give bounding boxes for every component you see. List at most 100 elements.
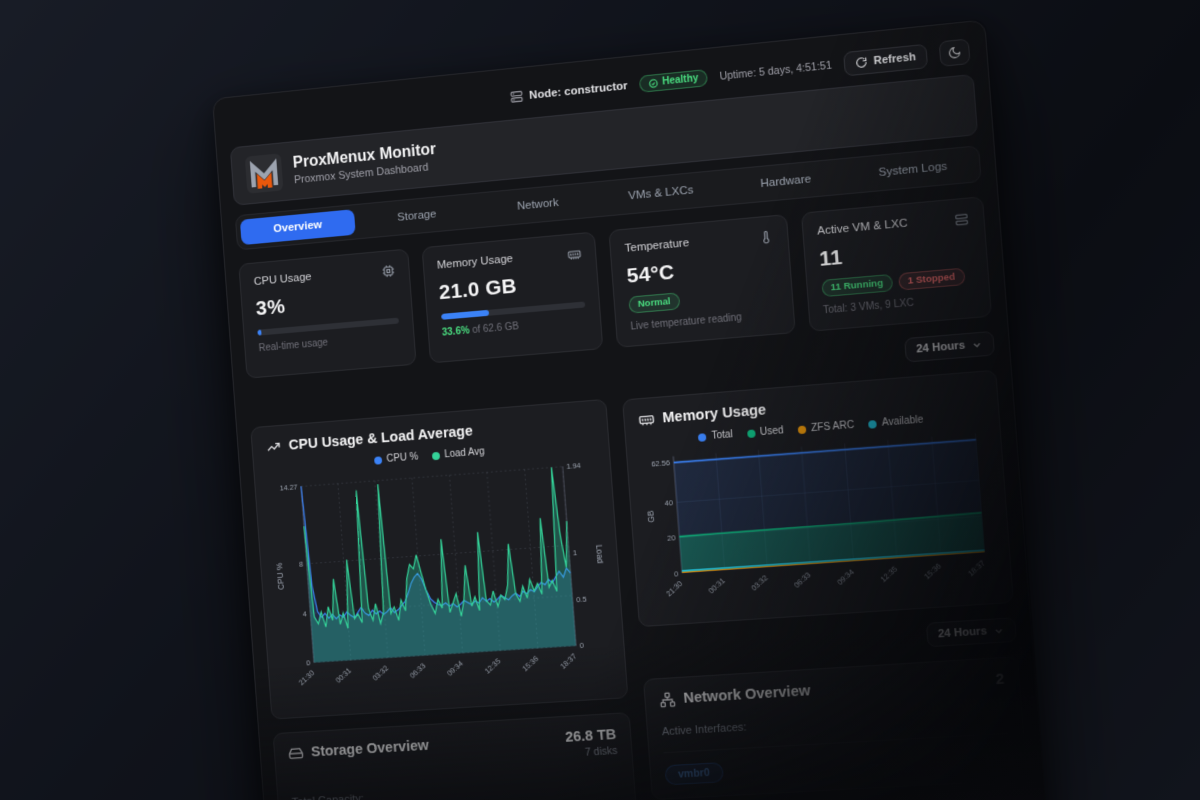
- cpu-load-chart: 0 4 8 14.27 0 0.5 1 1.94 21:30 00:31 03:32 06:33 09:…: [268, 453, 612, 705]
- tab-vms-lxcs[interactable]: VMs & LXCs: [600, 175, 722, 212]
- y-tick-label-right: 0: [579, 641, 584, 650]
- time-range-select-2[interactable]: 24 Hours: [926, 618, 1017, 648]
- y-tick-label: 14.27: [279, 482, 297, 492]
- theme-toggle-button[interactable]: [939, 38, 971, 66]
- right-column: 24 Hours Memory Usage Total Used ZFS ARC Av…: [619, 331, 1027, 800]
- memory-chart-title: Memory Usage: [662, 402, 767, 426]
- network-icon: [659, 692, 676, 709]
- x-tick-label: 09:34: [835, 567, 856, 587]
- cpu-progress-fill: [257, 329, 262, 335]
- tab-system-logs[interactable]: System Logs: [850, 151, 976, 189]
- cpu-caption: Real-time usage: [258, 331, 400, 354]
- x-tick-label: 21:30: [297, 668, 316, 687]
- network-active-count: 2: [995, 672, 1005, 689]
- x-tick-label: 12:35: [879, 564, 900, 584]
- x-tick-label: 18:37: [558, 652, 578, 671]
- x-tick-label: 00:31: [334, 666, 353, 685]
- memory-progress-fill: [441, 310, 490, 320]
- active-interfaces-label: Active Interfaces:: [662, 707, 1008, 739]
- x-tick-label: 15:36: [520, 654, 540, 673]
- x-tick-label: 03:32: [371, 664, 390, 683]
- y-tick-label: 20: [667, 534, 676, 544]
- cpu-load-chart-card: CPU Usage & Load Average CPU % Load Avg 0…: [250, 399, 628, 720]
- legend-item: Total: [698, 429, 733, 443]
- chevron-down-icon: [993, 625, 1005, 637]
- logo-m: [245, 153, 284, 193]
- vm-stopped-badge: 1 Stopped: [898, 268, 965, 291]
- memory-icon: [567, 247, 582, 262]
- memory-icon: [638, 411, 655, 428]
- x-tick-label: 12:35: [483, 657, 503, 676]
- moon-icon: [947, 45, 961, 60]
- y-axis-title-right: Load: [594, 544, 605, 564]
- node-label: Node: constructor: [529, 80, 628, 102]
- memory-card-title: Memory Usage: [437, 253, 514, 272]
- cpu-usage-card: CPU Usage 3% Real-time usage: [238, 249, 416, 379]
- y-tick-label: 8: [299, 560, 304, 569]
- tab-network[interactable]: Network: [478, 186, 598, 223]
- check-circle-icon: [648, 77, 659, 88]
- time-range-select[interactable]: 24 Hours: [904, 331, 995, 363]
- y-axis-title: CPU %: [275, 562, 287, 590]
- vm-card-title: Active VM & LXC: [817, 217, 908, 237]
- memory-chart: 0 20 40 62.56 21:30 00:31 03:32 06:33 09:34 12:35…: [641, 425, 997, 613]
- storage-title: Storage Overview: [311, 738, 430, 761]
- vm-count-value: 11: [818, 234, 971, 272]
- refresh-icon: [855, 55, 868, 68]
- y-tick-label: 0: [674, 569, 679, 578]
- memory-value: 21.0 GB: [438, 269, 584, 305]
- storage-overview-card: Storage Overview 26.8 TB 7 disks Total C…: [273, 712, 639, 800]
- interface-badge[interactable]: vmbr0: [664, 763, 723, 786]
- cpu-icon: [381, 264, 395, 279]
- active-vm-card: Active VM & LXC 11 11 Running 1 Stopped …: [800, 196, 992, 332]
- y-tick-label: 62.56: [651, 458, 670, 469]
- thermometer-icon: [758, 230, 773, 245]
- storage-rows: Total Capacity:Physical Disks:: [291, 779, 622, 800]
- memory-usage-card: Memory Usage 21.0 GB 33.6% of 62.6 GB: [421, 232, 603, 364]
- tab-storage[interactable]: Storage: [358, 198, 476, 234]
- legend-item: Load Avg: [431, 446, 485, 461]
- x-tick-label: 21:30: [664, 579, 684, 598]
- uptime-text: Uptime: 5 days, 4:51:51: [719, 59, 832, 82]
- server-icon: [510, 90, 524, 104]
- network-title: Network Overview: [683, 684, 811, 708]
- temperature-value: 54°C: [626, 252, 776, 289]
- temperature-status-badge: Normal: [628, 292, 680, 313]
- y-tick-label-right: 1.94: [566, 461, 581, 471]
- vm-caption: Total: 3 VMs, 9 LXC: [823, 292, 976, 316]
- tab-overview[interactable]: Overview: [240, 209, 356, 245]
- y-tick-label: 0: [306, 659, 311, 668]
- memory-chart-card: Memory Usage Total Used ZFS ARC Available 0…: [622, 370, 1014, 628]
- y-tick-label-right: 0.5: [576, 594, 587, 604]
- x-tick-label: 00:31: [707, 576, 727, 595]
- trending-up-icon: [265, 439, 281, 456]
- health-badge: Healthy: [639, 69, 708, 93]
- y-tick-label-right: 1: [572, 549, 577, 558]
- temperature-caption: Live temperature reading: [630, 309, 779, 333]
- storage-row-label: Total Capacity:: [291, 779, 620, 800]
- legend-item: ZFS ARC: [797, 420, 854, 435]
- refresh-button[interactable]: Refresh: [843, 43, 928, 76]
- storage-disk-count: 7 disks: [566, 745, 618, 760]
- divider: [663, 733, 1008, 754]
- vm-running-badge: 11 Running: [821, 274, 893, 297]
- node-info: Node: constructor: [510, 79, 628, 104]
- temperature-card-title: Temperature: [624, 237, 689, 255]
- chevron-down-icon: [971, 338, 983, 350]
- hard-drive-icon: [288, 745, 304, 762]
- cpu-card-title: CPU Usage: [253, 271, 311, 288]
- x-tick-label: 06:33: [792, 570, 812, 590]
- x-tick-label: 06:33: [408, 661, 427, 680]
- tab-hardware[interactable]: Hardware: [724, 163, 848, 201]
- y-axis-title: GB: [646, 510, 657, 523]
- y-tick-label: 40: [664, 498, 673, 508]
- x-tick-label: 09:34: [445, 659, 464, 678]
- x-tick-label: 03:32: [749, 573, 769, 593]
- series-area-load-avg: [301, 467, 576, 663]
- legend-item: Available: [868, 414, 924, 429]
- dashboard-window: Node: constructor Healthy Uptime: 5 days…: [212, 19, 1049, 800]
- x-tick-label: 18:37: [966, 558, 987, 578]
- y-tick-label: 4: [302, 609, 307, 618]
- x-tick-label: 15:36: [922, 561, 943, 581]
- legend-item: Used: [747, 425, 785, 439]
